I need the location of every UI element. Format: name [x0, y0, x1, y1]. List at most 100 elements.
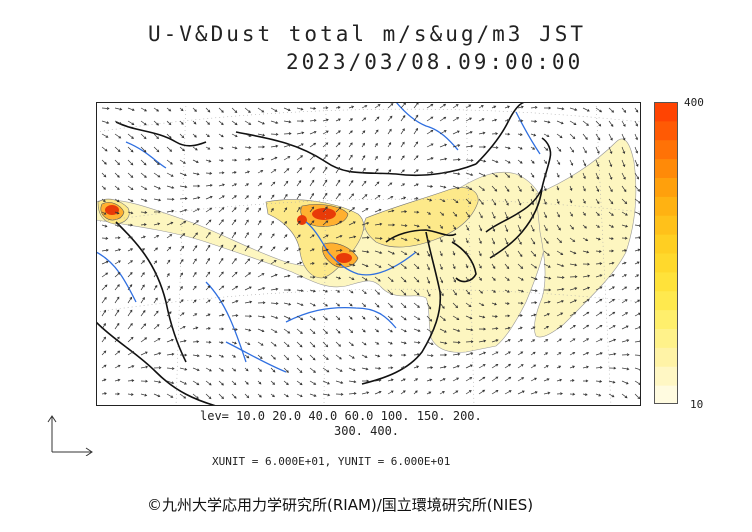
wind-arrow	[543, 224, 548, 232]
wind-arrow	[556, 392, 563, 396]
wind-arrow	[114, 133, 122, 139]
wind-arrow	[452, 250, 456, 256]
wind-arrow	[309, 107, 317, 110]
wind-arrow	[426, 366, 434, 370]
wind-arrow	[218, 171, 225, 175]
wind-arrow	[192, 172, 200, 176]
wind-arrow	[218, 313, 225, 317]
wind-arrow	[491, 237, 496, 245]
wind-arrow	[569, 392, 576, 396]
wind-arrow	[361, 208, 369, 213]
wind-arrow	[244, 219, 249, 226]
wind-arrow	[166, 172, 174, 177]
wind-arrow	[400, 183, 406, 187]
wind-arrow	[244, 341, 251, 345]
wind-arrow	[413, 224, 420, 228]
wind-arrow	[439, 391, 445, 395]
wind-arrow	[491, 159, 499, 164]
wind-arrow	[309, 154, 316, 161]
wind-arrow	[595, 159, 600, 167]
wind-arrow	[621, 185, 627, 193]
wind-arrow	[179, 286, 183, 291]
wind-arrow	[153, 380, 162, 384]
wind-arrow	[283, 143, 292, 148]
wind-arrow	[166, 311, 172, 317]
wind-arrow	[582, 120, 589, 126]
wind-arrow	[504, 185, 510, 192]
rivers	[96, 102, 541, 373]
wind-arrow	[179, 299, 184, 304]
wind-arrow	[101, 296, 107, 304]
wind-arrow	[218, 341, 224, 344]
wind-arrow	[192, 146, 198, 151]
wind-arrow	[127, 365, 135, 369]
wind-arrow	[556, 211, 560, 218]
wind-arrow	[556, 133, 563, 139]
wind-arrow	[569, 146, 575, 153]
wind-arrow	[582, 351, 590, 356]
wind-arrow	[478, 198, 484, 205]
wind-arrow	[530, 391, 538, 395]
wind-arrow	[205, 231, 211, 239]
wind-arrow	[400, 155, 405, 161]
wind-arrow	[517, 314, 523, 317]
wind-arrow	[439, 328, 447, 333]
wind-arrow	[569, 287, 578, 291]
wind-arrow	[296, 393, 303, 398]
wind-arrow	[283, 207, 288, 213]
wind-arrow	[361, 221, 370, 226]
wind-arrow	[387, 378, 394, 382]
wind-arrow	[387, 195, 394, 200]
wind-arrow	[335, 192, 341, 200]
wind-arrow	[413, 302, 420, 308]
wind-arrow	[296, 107, 304, 111]
wind-arrow	[140, 211, 148, 214]
wind-arrow	[218, 285, 225, 291]
wind-arrow	[296, 328, 303, 334]
wind-arrow	[348, 118, 353, 122]
wind-arrow	[582, 250, 590, 254]
wind-arrow	[374, 208, 382, 213]
wind-arrow	[595, 172, 600, 180]
wind-arrow	[426, 143, 434, 148]
wind-arrow	[270, 380, 276, 385]
wind-arrow	[205, 354, 212, 358]
wind-arrow	[621, 249, 627, 252]
wind-arrow	[322, 118, 329, 122]
wind-arrow	[387, 315, 393, 321]
wind-arrow	[335, 179, 341, 187]
wind-arrow	[231, 133, 238, 138]
wind-arrow	[400, 196, 407, 200]
wind-arrow	[556, 146, 562, 152]
wind-arrow	[504, 224, 509, 233]
wind-arrow	[608, 211, 614, 216]
wind-arrow	[517, 339, 523, 343]
wind-arrow	[504, 326, 511, 330]
wind-arrow	[400, 237, 408, 242]
wind-arrow	[439, 263, 443, 270]
wind-arrow	[465, 289, 471, 295]
wind-arrow	[361, 117, 367, 122]
wind-arrow	[153, 260, 158, 265]
wind-arrow	[530, 289, 538, 293]
wind-arrow	[231, 328, 238, 331]
wind-arrow	[387, 103, 394, 109]
wind-arrow	[634, 185, 641, 192]
color-scale-step	[654, 290, 678, 311]
wind-arrow	[218, 354, 225, 358]
wind-arrow	[374, 315, 380, 320]
wind-arrow	[504, 105, 511, 109]
wind-arrow	[127, 159, 134, 166]
wind-arrow	[569, 185, 573, 191]
wind-arrow	[621, 274, 627, 278]
wind-arrow	[478, 224, 483, 232]
wind-arrow	[140, 235, 146, 239]
wind-arrow	[114, 296, 120, 304]
wind-arrow	[439, 276, 444, 284]
wind-arrow	[140, 133, 147, 140]
wind-arrow	[283, 302, 292, 306]
wind-arrow	[413, 276, 420, 283]
wind-arrow	[517, 211, 522, 220]
wind-arrow	[582, 159, 587, 167]
wind-arrow	[348, 105, 355, 109]
